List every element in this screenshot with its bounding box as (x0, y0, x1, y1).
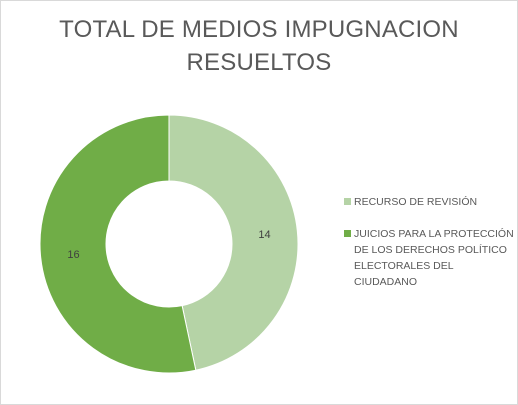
legend: RECURSO DE REVISIÓN JUICIOS PARA LA PROT… (344, 194, 514, 306)
legend-item-recurso[interactable]: RECURSO DE REVISIÓN (344, 194, 514, 210)
slice-juicios[interactable] (39, 114, 197, 374)
legend-label-recurso: RECURSO DE REVISIÓN (354, 196, 478, 208)
legend-label-juicios-line-2: DE LOS DERECHOS POLÍTICO (354, 244, 507, 256)
chart-title-line-1: TOTAL DE MEDIOS IMPUGNACION (59, 16, 459, 43)
legend-item-juicios[interactable]: JUICIOS PARA LA PROTECCIÓN DE LOS DERECH… (344, 226, 514, 290)
legend-swatch-recurso (344, 198, 351, 205)
legend-swatch-juicios (344, 230, 351, 237)
slice-juicios-value-label: 16 (67, 249, 79, 261)
legend-label-juicios-line-3: ELECTORALES DEL CIUDADANO (354, 260, 454, 288)
slice-recurso-value-label: 14 (258, 229, 270, 241)
slice-recurso[interactable] (168, 114, 299, 371)
chart-title: TOTAL DE MEDIOS IMPUGNACION RESUELTOS (1, 13, 517, 79)
legend-label-juicios-line-1: JUICIOS PARA LA PROTECCIÓN (354, 228, 514, 240)
chart-title-line-2: RESUELTOS (186, 49, 332, 76)
